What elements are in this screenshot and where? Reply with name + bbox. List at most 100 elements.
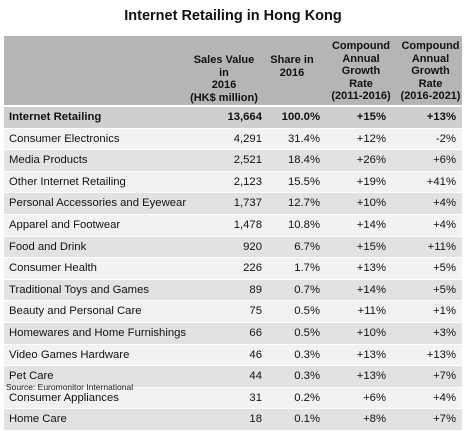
sales-cell: 46 xyxy=(249,348,262,361)
sales-cell: 44 xyxy=(249,370,262,383)
header-sales: Sales Value in 2016 (HK$ million) xyxy=(188,54,260,104)
cagr2-cell: +11% xyxy=(427,240,456,253)
category-cell: Food and Drink xyxy=(9,240,87,253)
share-cell: 12.7% xyxy=(287,197,320,210)
header-cagr1-line: (2011-2016) xyxy=(331,90,391,102)
share-cell: 100.0% xyxy=(281,111,320,123)
sales-cell: 920 xyxy=(243,240,262,253)
table-row: Homewares and Home Furnishings 66 0.5% +… xyxy=(4,322,462,345)
header-cagr1-line: Rate xyxy=(349,77,373,90)
share-cell: 18.4% xyxy=(287,154,320,167)
category-cell: Consumer Appliances xyxy=(9,391,119,404)
cagr1-cell: +12% xyxy=(356,132,386,145)
cagr2-cell: +13% xyxy=(426,348,456,361)
category-cell: Personal Accessories and Eyewear xyxy=(9,197,187,210)
category-cell: Home Care xyxy=(9,413,67,426)
share-cell: 0.3% xyxy=(294,348,320,361)
sales-cell: 2,123 xyxy=(233,175,262,188)
cagr2-cell: +4% xyxy=(433,391,456,404)
share-cell: 0.7% xyxy=(294,283,320,296)
page-title: Internet Retailing in Hong Kong xyxy=(124,8,342,24)
header-share: Share in 2016 xyxy=(268,54,316,79)
share-cell: 0.5% xyxy=(294,305,320,318)
sales-cell: 66 xyxy=(249,326,262,339)
sales-cell: 13,664 xyxy=(227,111,262,123)
table-row: Food and Drink 920 6.7% +15% +11% xyxy=(4,236,462,259)
header-cagr-2011-2016: Compound Annual Growth Rate (2011-2016) xyxy=(326,40,396,103)
cagr1-cell: +13% xyxy=(356,370,386,383)
cagr2-cell: +5% xyxy=(433,262,456,275)
header-sales-line: 2016 xyxy=(211,79,237,91)
header-cagr1-line: Annual xyxy=(342,52,380,65)
source-note: Source: Euromonitor International xyxy=(6,382,134,392)
table-row: Home Care 18 0.1% +8% +7% xyxy=(4,409,462,431)
cagr2-cell: +1% xyxy=(433,305,456,318)
cagr2-cell: +4% xyxy=(433,197,456,210)
category-cell: Internet Retailing xyxy=(9,111,102,123)
share-cell: 0.5% xyxy=(294,326,320,339)
sales-cell: 1,737 xyxy=(233,197,262,210)
category-cell: Apparel and Footwear xyxy=(9,218,121,231)
cagr1-cell: +26% xyxy=(356,154,386,167)
cagr2-cell: +13% xyxy=(426,111,456,123)
table-row: Traditional Toys and Games 89 0.7% +14% … xyxy=(4,279,462,302)
cagr1-cell: +14% xyxy=(356,218,386,231)
table-row: Video Games Hardware 46 0.3% +13% +13% xyxy=(4,344,462,367)
cagr1-cell: +8% xyxy=(363,413,386,426)
cagr2-cell: +41% xyxy=(426,175,456,188)
share-cell: 15.5% xyxy=(287,175,320,188)
sales-cell: 1,478 xyxy=(233,218,262,231)
cagr1-cell: +13% xyxy=(356,262,386,275)
sales-cell: 31 xyxy=(249,391,262,404)
share-cell: 1.7% xyxy=(294,262,320,275)
table-row: Media Products 2,521 18.4% +26% +6% xyxy=(4,150,462,172)
header-sales-line: (HK$ million) xyxy=(190,91,258,104)
cagr2-cell: +3% xyxy=(433,326,456,339)
header-cagr2-line: Rate xyxy=(418,77,443,90)
category-cell: Consumer Electronics xyxy=(9,132,120,145)
cagr2-cell: +4% xyxy=(433,218,456,231)
header-cagr2-line: Growth xyxy=(411,65,450,77)
category-cell: Homewares and Home Furnishings xyxy=(9,326,187,339)
category-cell: Pet Care xyxy=(9,370,54,383)
header-cagr2-line: Compound xyxy=(401,40,460,52)
cagr1-cell: +10% xyxy=(356,326,386,339)
table-row: Apparel and Footwear 1,478 10.8% +14% +4… xyxy=(4,214,462,237)
share-cell: 0.1% xyxy=(294,413,320,426)
cagr1-cell: +14% xyxy=(356,283,386,296)
category-cell: Video Games Hardware xyxy=(9,348,130,361)
cagr2-cell: +7% xyxy=(433,413,456,426)
header-cagr2-line: (2016-2021) xyxy=(400,90,461,102)
sales-cell: 2,521 xyxy=(233,154,262,167)
header-share-line: 2016 xyxy=(279,66,305,79)
cagr1-cell: +6% xyxy=(363,391,386,404)
sales-cell: 75 xyxy=(249,305,262,318)
cagr1-cell: +15% xyxy=(356,240,386,253)
cagr1-cell: +13% xyxy=(356,348,386,361)
cagr1-cell: +11% xyxy=(357,305,386,318)
header-sales-line: Sales Value in xyxy=(193,54,255,79)
cagr2-cell: +7% xyxy=(433,370,456,383)
sales-cell: 4,291 xyxy=(233,132,262,145)
cagr1-cell: +19% xyxy=(356,175,386,188)
share-cell: 0.3% xyxy=(294,370,320,383)
table-row: Pet Care 44 0.3% +13% +7% xyxy=(4,366,462,388)
share-cell: 0.2% xyxy=(294,391,320,404)
cagr1-cell: +15% xyxy=(356,111,386,123)
category-cell: Consumer Health xyxy=(9,262,97,275)
share-cell: 6.7% xyxy=(294,240,320,253)
category-cell: Beauty and Personal Care xyxy=(9,305,142,318)
header-share-line: Share in xyxy=(270,54,314,66)
retail-table: Sales Value in 2016 (HK$ million) Share … xyxy=(4,36,462,431)
page: Internet Retailing in Hong Kong Sales Va… xyxy=(4,8,462,431)
header-cagr-2016-2021: Compound Annual Growth Rate (2016-2021) xyxy=(399,40,462,103)
sales-cell: 226 xyxy=(243,262,262,275)
header-cagr1-line: Growth xyxy=(341,65,381,77)
table-row: Consumer Electronics 4,291 31.4% +12% -2… xyxy=(4,128,462,151)
cagr2-cell: -2% xyxy=(435,132,456,145)
table-row: Consumer Health 226 1.7% +13% +5% xyxy=(4,258,462,280)
table-row: Beauty and Personal Care 75 0.5% +11% +1… xyxy=(4,301,462,323)
category-cell: Other Internet Retailing xyxy=(9,175,126,188)
table-header: Sales Value in 2016 (HK$ million) Share … xyxy=(4,36,462,107)
table-row: Other Internet Retailing 2,123 15.5% +19… xyxy=(4,171,462,194)
